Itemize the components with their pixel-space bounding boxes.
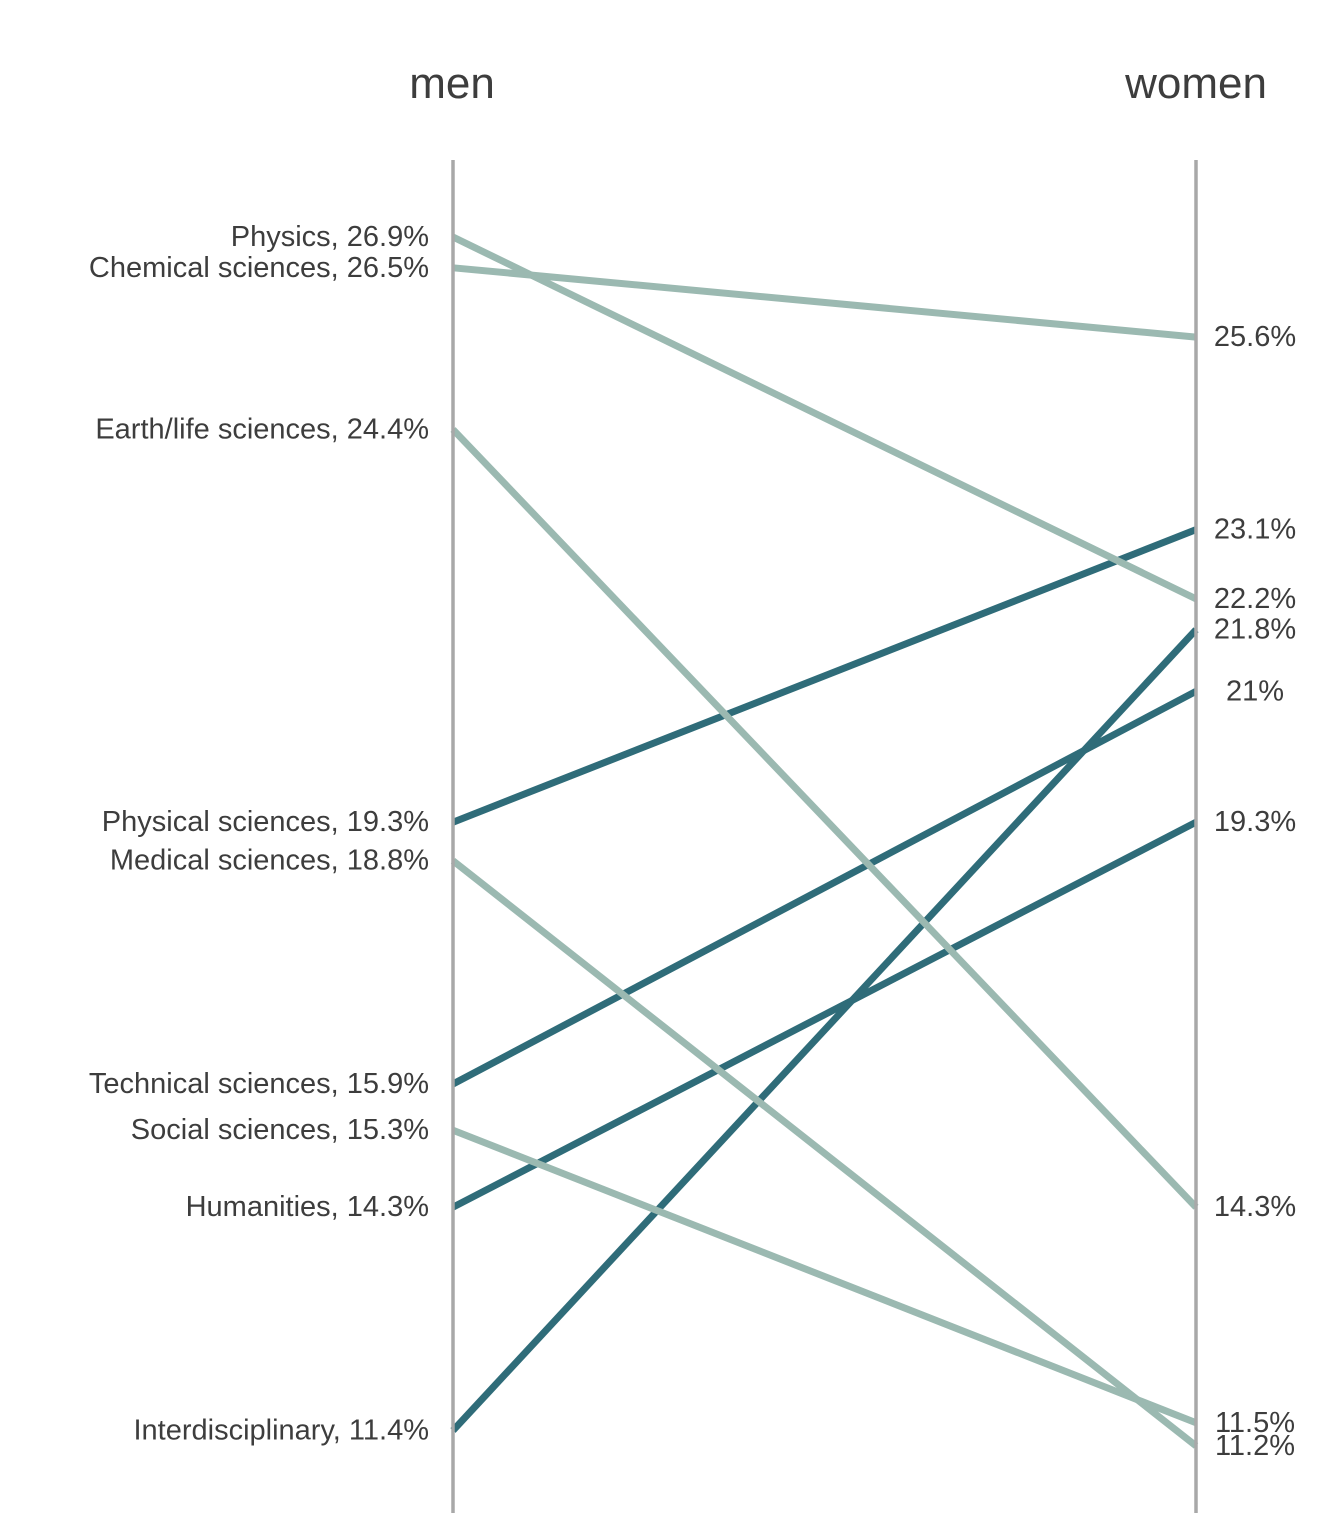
left-label-interdisciplinary: Interdisciplinary, 11.4% <box>133 1415 429 1447</box>
lines-layer <box>450 233 1199 1449</box>
left-label-earth-life-sciences: Earth/life sciences, 24.4% <box>95 414 429 446</box>
right-label-physics: 22.2% <box>1214 583 1296 615</box>
right-label-humanities: 19.3% <box>1214 806 1296 838</box>
labels-layer: Physics, 26.9% 22.2% Chemical sciences, 26… <box>89 221 1296 1462</box>
left-label-medical-sciences: Medical sciences, 18.8% <box>110 845 429 877</box>
slope-line-social-sciences <box>451 1126 1198 1427</box>
left-label-technical-sciences: Technical sciences, 15.9% <box>89 1068 429 1100</box>
slope-line-interdisciplinary <box>450 627 1199 1433</box>
axes-layer <box>451 160 1198 1513</box>
slope-line-physics <box>451 233 1198 603</box>
right-label-interdisciplinary: 21.8% <box>1214 614 1296 646</box>
left-label-chemical-sciences: Chemical sciences, 26.5% <box>89 252 429 284</box>
left-label-social-sciences: Social sciences, 15.3% <box>131 1114 429 1146</box>
slope-line-humanities <box>451 819 1198 1211</box>
column-title-women: women <box>1124 59 1267 108</box>
column-title-men: men <box>409 59 495 108</box>
right-label-medical-sciences: 11.2% <box>1215 1430 1295 1462</box>
right-label-social-sciences: 11.5% <box>1215 1407 1295 1439</box>
left-label-humanities: Humanities, 14.3% <box>186 1191 429 1223</box>
left-label-physics: Physics, 26.9% <box>231 221 429 253</box>
slope-line-earth-life-sciences <box>450 427 1199 1210</box>
right-label-earth-life-sciences: 14.3% <box>1214 1191 1296 1223</box>
right-label-physical-sciences: 23.1% <box>1214 514 1296 546</box>
slope-line-technical-sciences <box>451 688 1198 1088</box>
slope-line-physical-sciences <box>451 526 1198 826</box>
right-label-chemical-sciences: 25.6% <box>1214 321 1296 353</box>
slope-line-medical-sciences <box>450 857 1199 1449</box>
right-label-technical-sciences: 21% <box>1226 675 1284 707</box>
left-label-physical-sciences: Physical sciences, 19.3% <box>102 806 429 838</box>
slope-line-chemical-sciences <box>452 264 1197 341</box>
